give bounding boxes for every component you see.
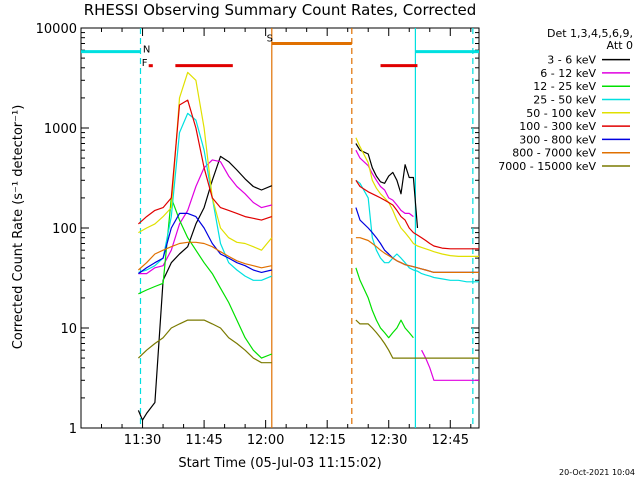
legend-label: 800 - 7000 keV [512,147,596,160]
plot-area: 11:30 11:45 12:00 12:15 12:30 12:45 1 10 100 1000… [36,22,480,448]
series-line-0 [137,143,419,421]
series-line-8 [137,319,479,364]
y-tick-label: 1 [69,422,77,437]
series-line-2 [138,197,414,359]
series-line-1 [138,149,479,381]
legend-label: 12 - 25 keV [533,80,596,93]
x-tick-label: 12:15 [308,433,345,448]
series-line-7 [138,237,479,273]
series-line-3 [138,112,479,283]
x-tick-label: 12:00 [247,433,284,448]
legend-label: 100 - 300 keV [519,120,596,133]
x-tick-label: 12:45 [432,433,469,448]
x-tick-label: 11:45 [185,433,222,448]
y-axis-label: Corrected Count Rate (s⁻¹ detector⁻¹) [11,105,26,350]
legend-label: 300 - 800 keV [519,133,596,146]
y-tick-label: 1000 [44,122,77,137]
series-line-4 [138,71,479,257]
y-tick-label: 10 [60,322,77,337]
annotation-night: N [143,45,150,56]
x-tick-label: 11:30 [124,433,161,448]
legend-label: 7000 - 15000 keV [498,160,596,173]
chart-title: RHESSI Observing Summary Count Rates, Co… [84,1,477,19]
annotation-flare: F [142,58,148,69]
legend-label: 3 - 6 keV [547,54,596,67]
series-line-5 [138,99,479,250]
annotation-saa: S [267,34,273,45]
legend-label: 50 - 100 keV [526,107,596,120]
legend-header: Att 0 [607,39,633,52]
footer-timestamp: 20-Oct-2021 10:04 [559,468,635,477]
x-axis-label: Start Time (05-Jul-03 11:15:02) [178,456,381,471]
y-tick-label: 10000 [36,22,77,37]
x-tick-label: 12:30 [370,433,407,448]
legend-label: 6 - 12 keV [540,67,596,80]
y-tick-label: 100 [52,222,77,237]
legend-header: Det 1,3,4,5,6,9, [547,27,633,40]
legend-label: 25 - 50 keV [533,94,596,107]
